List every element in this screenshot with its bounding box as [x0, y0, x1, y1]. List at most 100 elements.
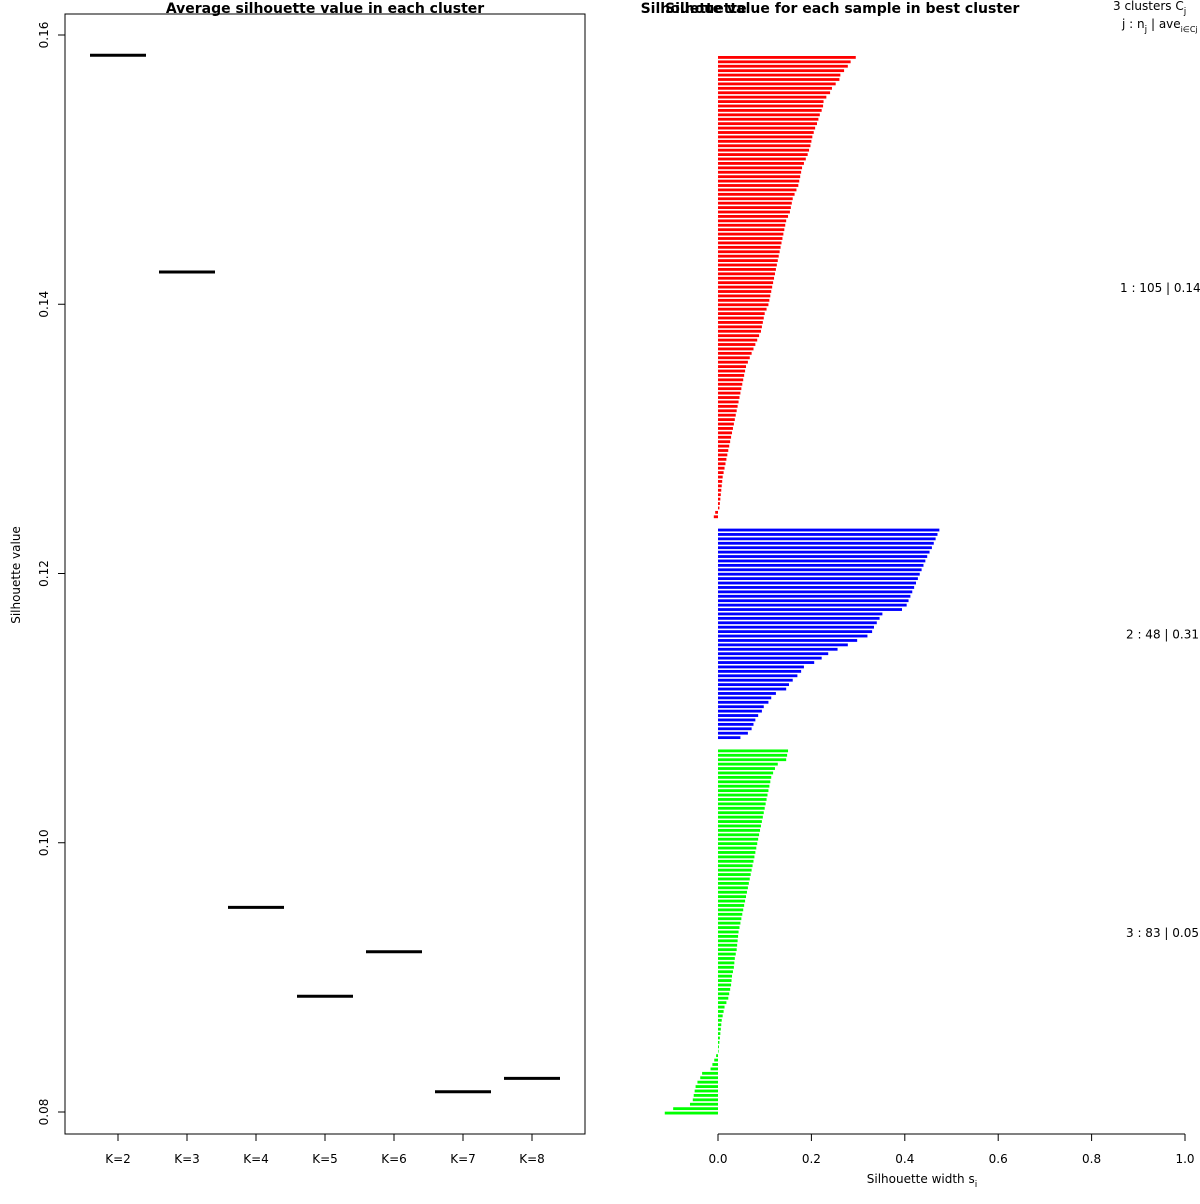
silhouette-bar — [718, 798, 767, 801]
silhouette-bar — [718, 82, 836, 86]
cluster-header-line2-mid: | ave — [1147, 17, 1181, 31]
silhouette-bar — [718, 409, 737, 413]
silhouette-bar — [718, 890, 747, 894]
right-x-axis-label-sub: i — [975, 1180, 978, 1190]
silhouette-bar — [718, 687, 787, 691]
silhouette-bar — [718, 325, 762, 329]
silhouette-bar — [718, 73, 841, 77]
silhouette-bar — [718, 546, 932, 550]
silhouette-bar — [718, 939, 738, 943]
right-panel: Silhouette value for each sample in best… — [641, 0, 1200, 1190]
silhouette-bar — [718, 374, 745, 377]
silhouette-bar — [718, 259, 778, 262]
cluster-header-line2-sub2: i∈Cj — [1181, 25, 1198, 34]
silhouette-bar — [718, 1032, 721, 1035]
silhouette-bar — [718, 652, 829, 656]
left-plot-frame — [64, 13, 586, 1135]
silhouette-bar — [718, 820, 762, 823]
silhouette-bar — [718, 396, 740, 399]
silhouette-bar — [718, 983, 732, 987]
left-chart-title: Average silhouette value in each cluster — [166, 1, 484, 17]
silhouette-bar — [718, 148, 810, 152]
silhouette-bar — [718, 462, 726, 466]
left-y-tick-label: 0.10 — [37, 829, 51, 856]
silhouette-bar — [718, 957, 735, 960]
right-x-tick-label: 0.2 — [802, 1152, 821, 1166]
silhouette-bar — [718, 64, 848, 68]
silhouette-bars — [664, 56, 940, 1115]
silhouette-bar — [718, 811, 764, 815]
silhouette-bar — [718, 603, 907, 607]
silhouette-bar — [718, 303, 769, 307]
silhouette-bar — [718, 431, 733, 435]
silhouette-bar — [700, 1076, 718, 1080]
silhouette-bar — [718, 705, 764, 709]
silhouette-bar — [718, 656, 822, 660]
silhouette-bar — [718, 895, 747, 899]
silhouette-bar — [718, 921, 741, 925]
silhouette-bar — [718, 912, 743, 916]
silhouette-bar — [718, 69, 845, 73]
silhouette-bar — [718, 184, 799, 187]
cluster-header-line2-sub: j — [1144, 25, 1148, 35]
silhouette-bar — [718, 647, 838, 651]
silhouette-bar — [718, 232, 784, 236]
silhouette-bar — [718, 347, 754, 351]
silhouette-bar — [718, 1045, 719, 1049]
silhouette-bar — [718, 550, 930, 554]
silhouette-bar — [718, 471, 724, 475]
silhouette-bar — [718, 992, 730, 996]
silhouette-bar — [718, 678, 793, 682]
silhouette-bar — [718, 859, 754, 863]
left-y-axis: 0.08 0.10 0.12 0.14 0.16 — [37, 22, 65, 1125]
silhouette-bar — [718, 170, 802, 174]
silhouette-bar — [718, 855, 755, 859]
silhouette-bar — [718, 250, 780, 254]
silhouette-bar — [718, 1040, 720, 1044]
silhouette-bar — [697, 1080, 718, 1084]
silhouette-bar — [718, 281, 774, 285]
left-y-tick-label: 0.12 — [37, 560, 51, 587]
silhouette-bar — [718, 126, 816, 130]
silhouette-bar — [718, 502, 720, 505]
silhouette-bar — [718, 970, 733, 974]
silhouette-bar — [718, 665, 804, 669]
silhouette-bar — [718, 404, 738, 408]
left-x-tick-label: K=3 — [174, 1152, 200, 1166]
cluster-labels: 1 : 105 | 0.14 2 : 48 | 0.31 3 : 83 | 0.05 — [1120, 281, 1200, 940]
silhouette-bar — [718, 555, 928, 558]
silhouette-bar — [718, 285, 773, 289]
silhouette-bar — [718, 179, 800, 183]
silhouette-bar — [718, 784, 770, 788]
silhouette-bar — [718, 537, 936, 541]
silhouette-bar — [718, 343, 756, 346]
silhouette-bar — [718, 56, 856, 59]
silhouette-bar — [718, 263, 777, 267]
silhouette-bar — [718, 881, 749, 885]
silhouette-bar — [718, 215, 789, 218]
silhouette-bar — [718, 192, 795, 196]
silhouette-bar — [718, 749, 789, 753]
silhouette-bar — [718, 926, 740, 929]
silhouette-bar — [718, 298, 770, 302]
silhouette-bar — [718, 78, 840, 81]
silhouette-bar — [718, 1018, 722, 1022]
silhouette-bar — [695, 1085, 718, 1088]
silhouette-bar — [718, 506, 720, 510]
silhouette-bar — [718, 453, 728, 457]
silhouette-bar — [718, 731, 748, 735]
silhouette-bar — [718, 987, 731, 991]
left-x-tick-label: K=8 — [519, 1152, 545, 1166]
right-x-tick-label: 1.0 — [1175, 1152, 1194, 1166]
silhouette-bar — [718, 709, 762, 713]
silhouette-bar — [664, 1111, 718, 1115]
silhouette-bar — [718, 608, 902, 611]
silhouette-bar — [718, 661, 815, 664]
silhouette-bar — [715, 510, 718, 514]
silhouette-bar — [718, 113, 820, 117]
silhouette-bar — [718, 873, 751, 876]
silhouette-bar — [718, 197, 793, 201]
right-x-tick-label: 0.0 — [708, 1152, 727, 1166]
silhouette-bar — [718, 321, 763, 324]
silhouette-bar — [718, 294, 771, 298]
